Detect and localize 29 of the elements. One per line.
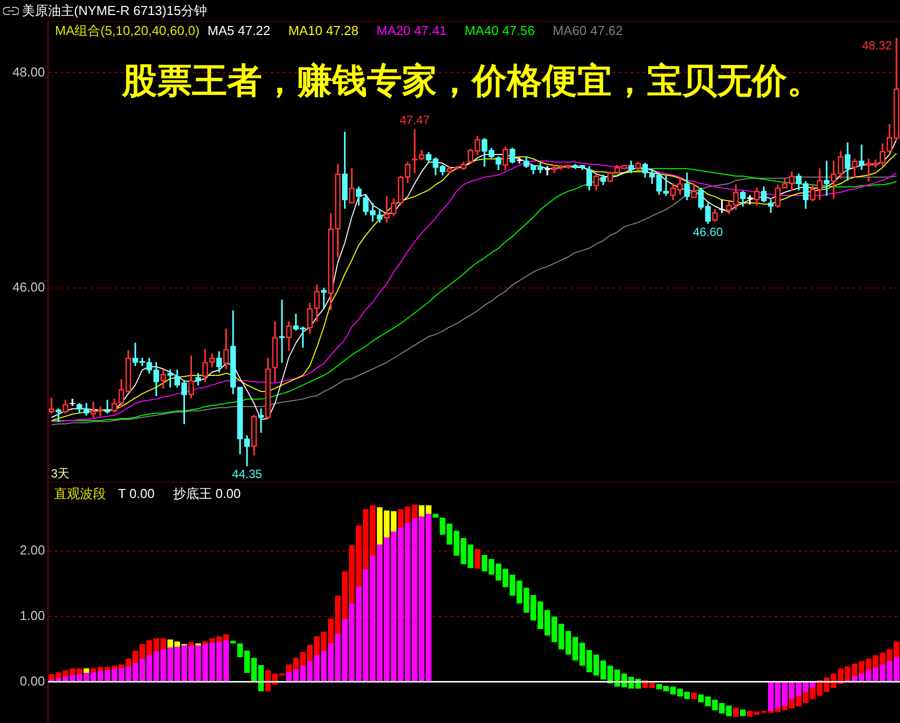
y-tick-label: 48.00: [12, 64, 45, 80]
y-tick-label: 46.00: [12, 280, 45, 295]
legend-title: MA组合(5,10,20,40,60,0): [55, 23, 200, 38]
annotation: T 0.00: [118, 486, 155, 502]
annotation: 3天: [51, 466, 70, 480]
text: MA40 47.56: [464, 23, 535, 38]
y-tick-label: 0.00: [20, 673, 45, 688]
candlestick: [279, 300, 285, 363]
bar: [691, 692, 697, 700]
annotation: 46.60: [692, 224, 724, 239]
bar: [733, 708, 739, 717]
y-tick-label: 2.00: [20, 542, 45, 558]
y-tick-label: 1.00: [20, 608, 45, 623]
chart-title: 美原油主(NYME-R 6713)15分钟: [22, 3, 207, 18]
bar: [474, 549, 480, 569]
text: MA5 47.22: [208, 23, 270, 38]
annotation: 47.47: [400, 113, 430, 128]
text: MA10 47.28: [288, 23, 358, 38]
bar: [230, 640, 236, 644]
text: MA20 47.41: [376, 23, 447, 38]
text: MA60 47.62: [552, 23, 623, 38]
annotation: 股票王者，赚钱专家，价格便宜，宝贝无价。: [121, 60, 822, 102]
bar: [740, 710, 746, 716]
annotation: 44.35: [232, 467, 262, 482]
candlestick: [56, 408, 62, 422]
candlestick: [258, 408, 264, 433]
annotation: 抄底王 0.00: [172, 486, 241, 502]
chart-title: 直观波段: [54, 486, 106, 502]
annotation: 48.32: [862, 38, 892, 52]
